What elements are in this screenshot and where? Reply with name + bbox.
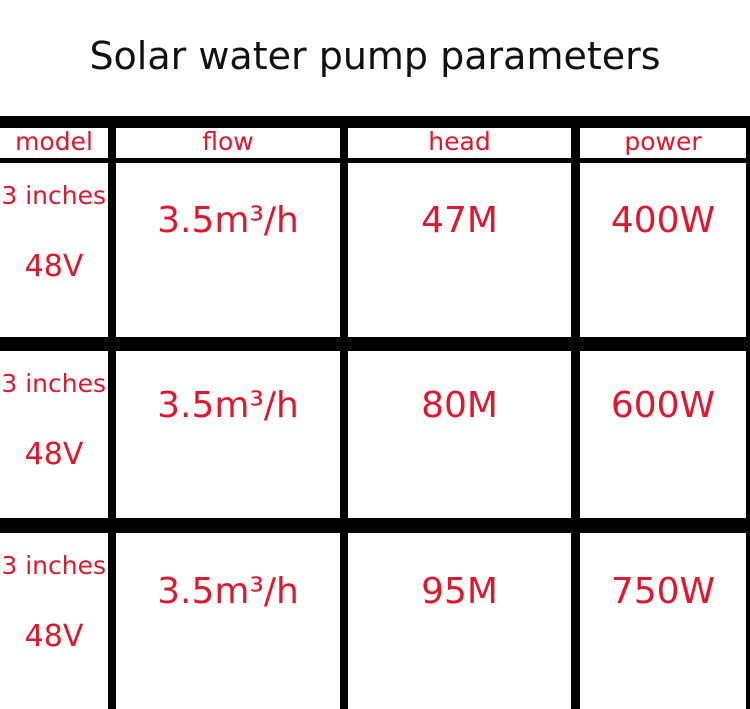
table-cell: 3 inches 48V — [0, 533, 108, 709]
head-value: 47M — [421, 200, 498, 241]
model-voltage: 48V — [24, 619, 84, 654]
title: Solar water pump parameters — [89, 34, 661, 78]
flow-value: 3.5m³/h — [157, 200, 299, 241]
head-value: 80M — [421, 384, 498, 426]
model-size: 3 inches — [1, 551, 106, 580]
head-value: 95M — [421, 571, 498, 612]
header-cell: model — [0, 128, 108, 158]
table-cell: 3 inches 48V — [0, 163, 108, 337]
model-voltage: 48V — [24, 437, 84, 472]
table-cell: 80M — [348, 351, 571, 518]
table-cell: 3.5m³/h — [116, 163, 340, 337]
flow-value: 3.5m³/h — [157, 571, 299, 612]
model-size: 3 inches — [1, 181, 106, 210]
header-cell: power — [580, 128, 746, 158]
power-value: 750W — [610, 571, 716, 612]
table-cell: 750W — [580, 533, 746, 709]
header-cell: head — [348, 128, 571, 158]
power-value: 400W — [610, 200, 716, 241]
power-value: 600W — [610, 384, 716, 426]
table-cell: 600W — [580, 351, 746, 518]
model-size: 3 inches — [1, 369, 106, 398]
header-text: power — [624, 128, 702, 156]
header-text: flow — [202, 128, 254, 156]
header-text: model — [15, 128, 93, 156]
table-cell: 3.5m³/h — [116, 533, 340, 709]
table-cell: 400W — [580, 163, 746, 337]
table-cell: 47M — [348, 163, 571, 337]
header-text: head — [428, 128, 491, 156]
table: model flow head power 3 inches 48V 3.5m³/h 47M 4… — [0, 116, 750, 709]
table-cell: 3.5m³/h — [116, 351, 340, 518]
table-cell: 3 inches 48V — [0, 351, 108, 518]
flow-value: 3.5m³/h — [157, 384, 299, 426]
table-cell: 95M — [348, 533, 571, 709]
header-cell: flow — [116, 128, 340, 158]
model-voltage: 48V — [24, 249, 84, 284]
